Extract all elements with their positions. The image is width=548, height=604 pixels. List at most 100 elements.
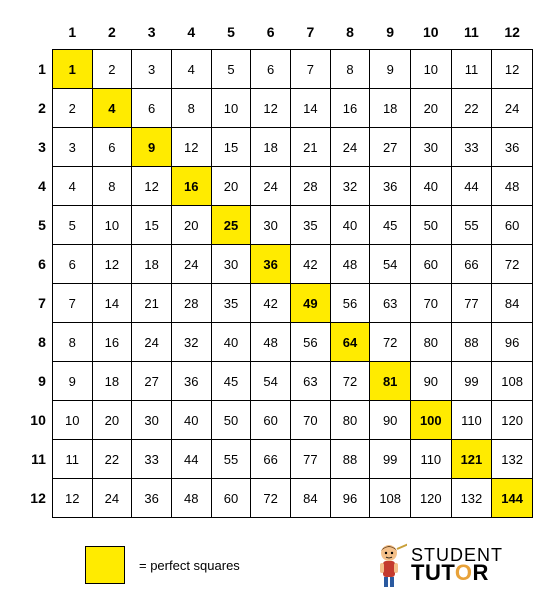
table-cell: 10	[92, 206, 132, 245]
table-cell: 24	[171, 245, 211, 284]
table-cell: 6	[251, 50, 291, 89]
table-cell: 30	[251, 206, 291, 245]
corner-cell	[15, 15, 52, 50]
table-cell: 99	[370, 440, 411, 479]
table-cell: 24	[492, 89, 533, 128]
table-cell: 49	[291, 284, 331, 323]
table-cell: 54	[251, 362, 291, 401]
row-header: 9	[15, 362, 52, 401]
table-cell: 48	[171, 479, 211, 518]
table-cell: 72	[370, 323, 411, 362]
table-cell: 20	[211, 167, 251, 206]
table-cell: 2	[92, 50, 132, 89]
table-cell: 22	[451, 89, 492, 128]
table-cell: 120	[411, 479, 452, 518]
table-cell: 10	[52, 401, 92, 440]
table-cell: 16	[330, 89, 370, 128]
legend-swatch	[85, 546, 125, 584]
table-cell: 72	[330, 362, 370, 401]
table-cell: 21	[291, 128, 331, 167]
table-cell: 64	[330, 323, 370, 362]
table-cell: 77	[451, 284, 492, 323]
table-row: 881624324048566472808896	[15, 323, 533, 362]
student-tutor-logo: STUDENT TUTOR	[371, 541, 503, 589]
col-header: 5	[211, 15, 251, 50]
table-cell: 9	[132, 128, 172, 167]
table-row: 771421283542495663707784	[15, 284, 533, 323]
table-cell: 25	[211, 206, 251, 245]
table-row: 11112233445566778899110121132	[15, 440, 533, 479]
table-cell: 54	[370, 245, 411, 284]
table-cell: 110	[411, 440, 452, 479]
logo-line2: TUTOR	[411, 563, 503, 583]
table-cell: 4	[52, 167, 92, 206]
table-cell: 84	[291, 479, 331, 518]
table-cell: 60	[251, 401, 291, 440]
table-cell: 45	[370, 206, 411, 245]
table-cell: 22	[92, 440, 132, 479]
table-cell: 6	[52, 245, 92, 284]
table-cell: 35	[291, 206, 331, 245]
table-cell: 8	[52, 323, 92, 362]
col-header: 9	[370, 15, 411, 50]
table-cell: 5	[211, 50, 251, 89]
table-row: 9918273645546372819099108	[15, 362, 533, 401]
table-row: 224681012141618202224	[15, 89, 533, 128]
row-header: 5	[15, 206, 52, 245]
table-cell: 33	[451, 128, 492, 167]
table-cell: 56	[330, 284, 370, 323]
col-header: 10	[411, 15, 452, 50]
logo-text: STUDENT TUTOR	[411, 547, 503, 583]
table-cell: 48	[330, 245, 370, 284]
table-body: 1123456789101112224681012141618202224336…	[15, 50, 533, 518]
table-cell: 8	[330, 50, 370, 89]
table-cell: 70	[291, 401, 331, 440]
table-cell: 40	[330, 206, 370, 245]
table-row: 551015202530354045505560	[15, 206, 533, 245]
col-header: 12	[492, 15, 533, 50]
table-cell: 24	[92, 479, 132, 518]
col-header: 8	[330, 15, 370, 50]
table-cell: 14	[92, 284, 132, 323]
table-cell: 1	[52, 50, 92, 89]
table-cell: 66	[451, 245, 492, 284]
table-cell: 9	[370, 50, 411, 89]
row-header: 4	[15, 167, 52, 206]
col-header: 11	[451, 15, 492, 50]
table-cell: 2	[52, 89, 92, 128]
table-cell: 35	[211, 284, 251, 323]
table-cell: 33	[132, 440, 172, 479]
table-header-row: 123456789101112	[15, 15, 533, 50]
col-header: 7	[291, 15, 331, 50]
table-cell: 40	[211, 323, 251, 362]
table-cell: 30	[211, 245, 251, 284]
legend: = perfect squares	[85, 546, 240, 584]
footer: = perfect squares STUDENT TUTOR	[15, 541, 533, 589]
table-cell: 4	[171, 50, 211, 89]
table-cell: 4	[92, 89, 132, 128]
table-cell: 42	[291, 245, 331, 284]
table-cell: 21	[132, 284, 172, 323]
table-cell: 132	[451, 479, 492, 518]
table-cell: 96	[330, 479, 370, 518]
table-row: 661218243036424854606672	[15, 245, 533, 284]
table-row: 1123456789101112	[15, 50, 533, 89]
table-cell: 81	[370, 362, 411, 401]
table-cell: 50	[211, 401, 251, 440]
table-cell: 36	[492, 128, 533, 167]
table-cell: 110	[451, 401, 492, 440]
table-cell: 20	[411, 89, 452, 128]
col-header: 1	[52, 15, 92, 50]
table-cell: 132	[492, 440, 533, 479]
table-cell: 48	[492, 167, 533, 206]
table-cell: 63	[291, 362, 331, 401]
row-header: 10	[15, 401, 52, 440]
table-cell: 60	[492, 206, 533, 245]
table-cell: 60	[411, 245, 452, 284]
table-row: 121224364860728496108120132144	[15, 479, 533, 518]
table-cell: 108	[492, 362, 533, 401]
table-cell: 18	[92, 362, 132, 401]
table-cell: 77	[291, 440, 331, 479]
table-cell: 88	[330, 440, 370, 479]
multiplication-table-wrap: 123456789101112 112345678910111222468101…	[15, 15, 533, 518]
